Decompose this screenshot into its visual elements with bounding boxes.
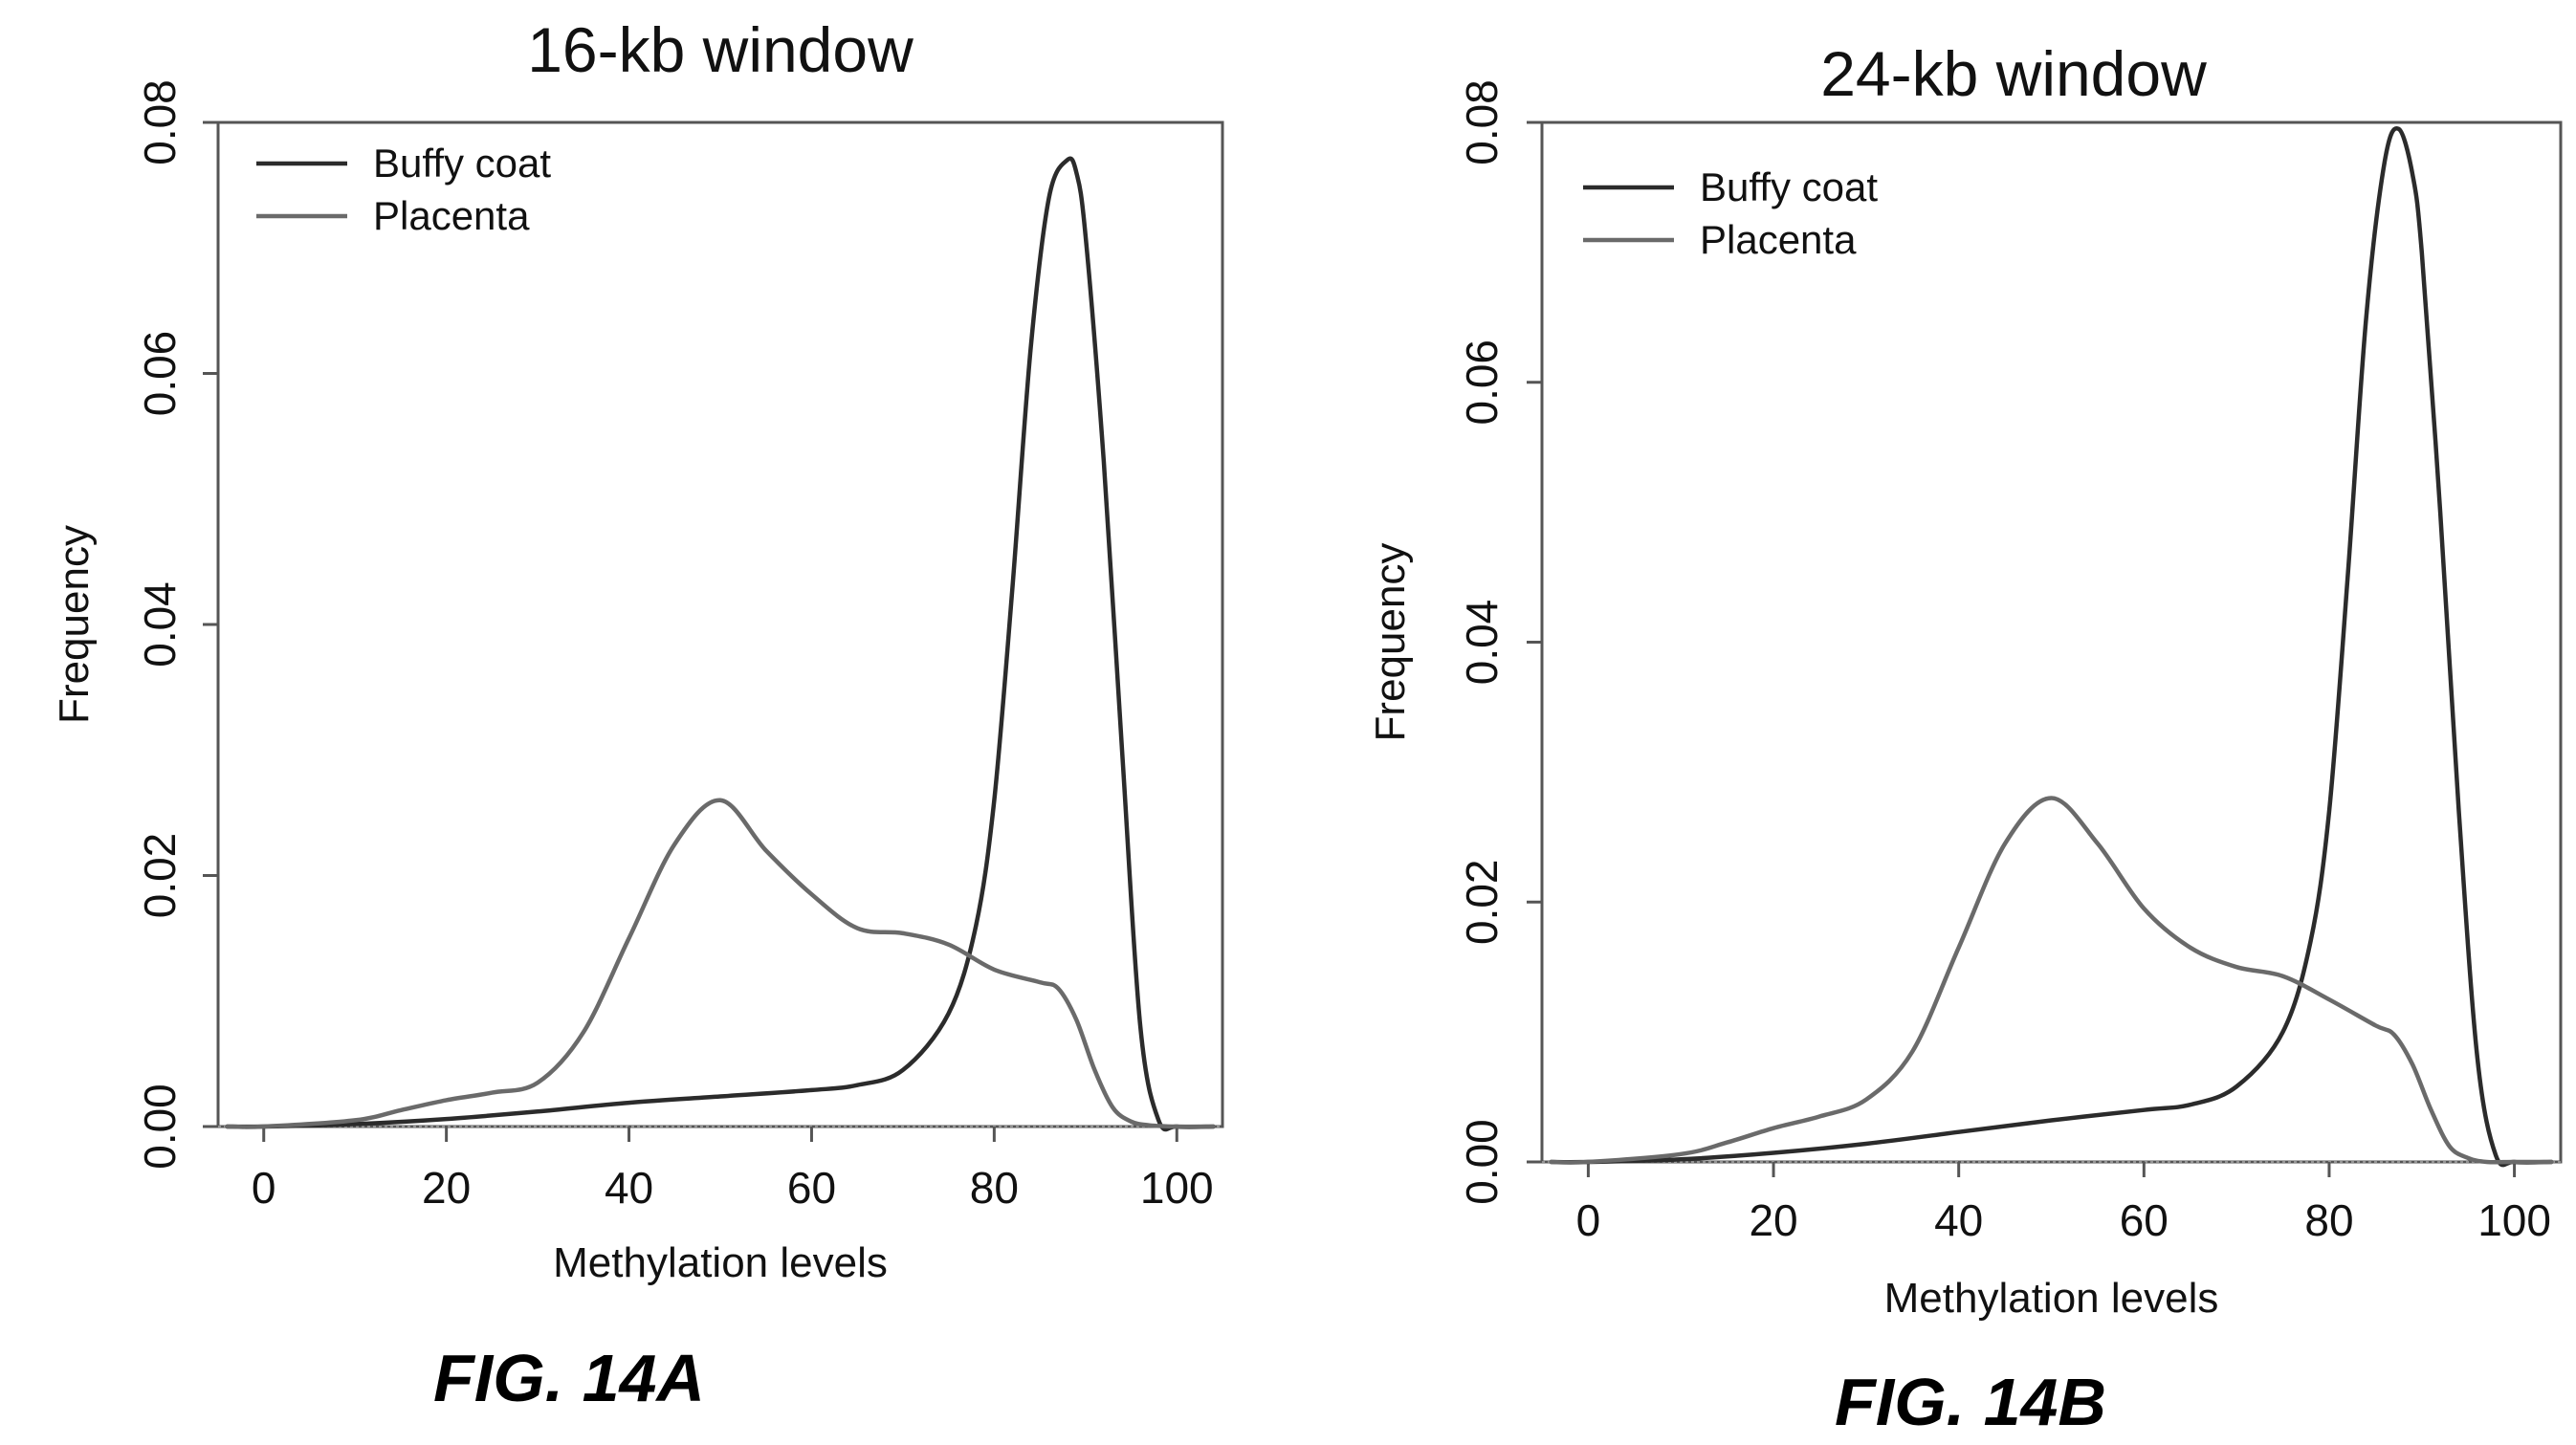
series-line-placenta	[225, 798, 1216, 1129]
y-axis-label: Frequency	[51, 525, 98, 724]
y-tick-label: 0.02	[135, 833, 185, 919]
x-tick-label: 20	[422, 1163, 471, 1213]
legend-label-buffy-coat: Buffy coat	[1700, 164, 1878, 209]
y-tick-label: 0.00	[135, 1084, 185, 1170]
y-tick-label: 0.00	[1457, 1119, 1507, 1205]
x-tick-label: 60	[787, 1163, 836, 1213]
y-tick-label: 0.08	[135, 79, 185, 165]
y-tick-label: 0.06	[135, 331, 185, 417]
x-tick-label: 100	[2477, 1195, 2551, 1245]
series-line-buffy-coat	[225, 156, 1216, 1132]
series-line-buffy-coat	[1549, 126, 2554, 1168]
chart-title: 24-kb window	[1820, 38, 2207, 109]
x-tick-label: 100	[1140, 1163, 1214, 1213]
legend-label-buffy-coat: Buffy coat	[373, 141, 551, 186]
x-tick-label: 0	[1576, 1195, 1601, 1245]
x-tick-label: 40	[1934, 1195, 1983, 1245]
chart-fig14b: 24-kb window 0 20 40 60 80 100 0.00 0.02 0.04 0.06…	[1367, 38, 2563, 1439]
x-tick-label: 80	[970, 1163, 1019, 1213]
x-tick-label: 60	[2120, 1195, 2169, 1245]
series-line-placenta	[1549, 796, 2554, 1165]
x-axis-label: Methylation levels	[553, 1239, 888, 1286]
x-tick-label: 0	[252, 1163, 276, 1213]
legend-label-placenta: Placenta	[1700, 217, 1857, 262]
x-tick-label: 80	[2304, 1195, 2353, 1245]
chart-fig14a: 16-kb window 0 20 40 60 80 100 0.00 0.02 0.04 0.06…	[51, 14, 1224, 1415]
y-tick-label: 0.06	[1457, 339, 1507, 426]
figure-label: FIG. 14B	[1835, 1365, 2106, 1439]
y-tick-label: 0.04	[135, 581, 185, 668]
y-tick-label: 0.04	[1457, 600, 1507, 686]
plot-frame	[216, 120, 1224, 1128]
chart-title: 16-kb window	[527, 14, 914, 85]
y-tick-label: 0.02	[1457, 859, 1507, 945]
figure-label: FIG. 14A	[433, 1341, 705, 1415]
x-tick-label: 20	[1749, 1195, 1797, 1245]
plot-frame	[1540, 120, 2563, 1164]
x-tick-label: 40	[605, 1163, 653, 1213]
y-tick-label: 0.08	[1457, 79, 1507, 165]
y-axis-label: Frequency	[1367, 543, 1414, 742]
legend-label-placenta: Placenta	[373, 193, 530, 238]
x-axis-label: Methylation levels	[1884, 1275, 2219, 1322]
